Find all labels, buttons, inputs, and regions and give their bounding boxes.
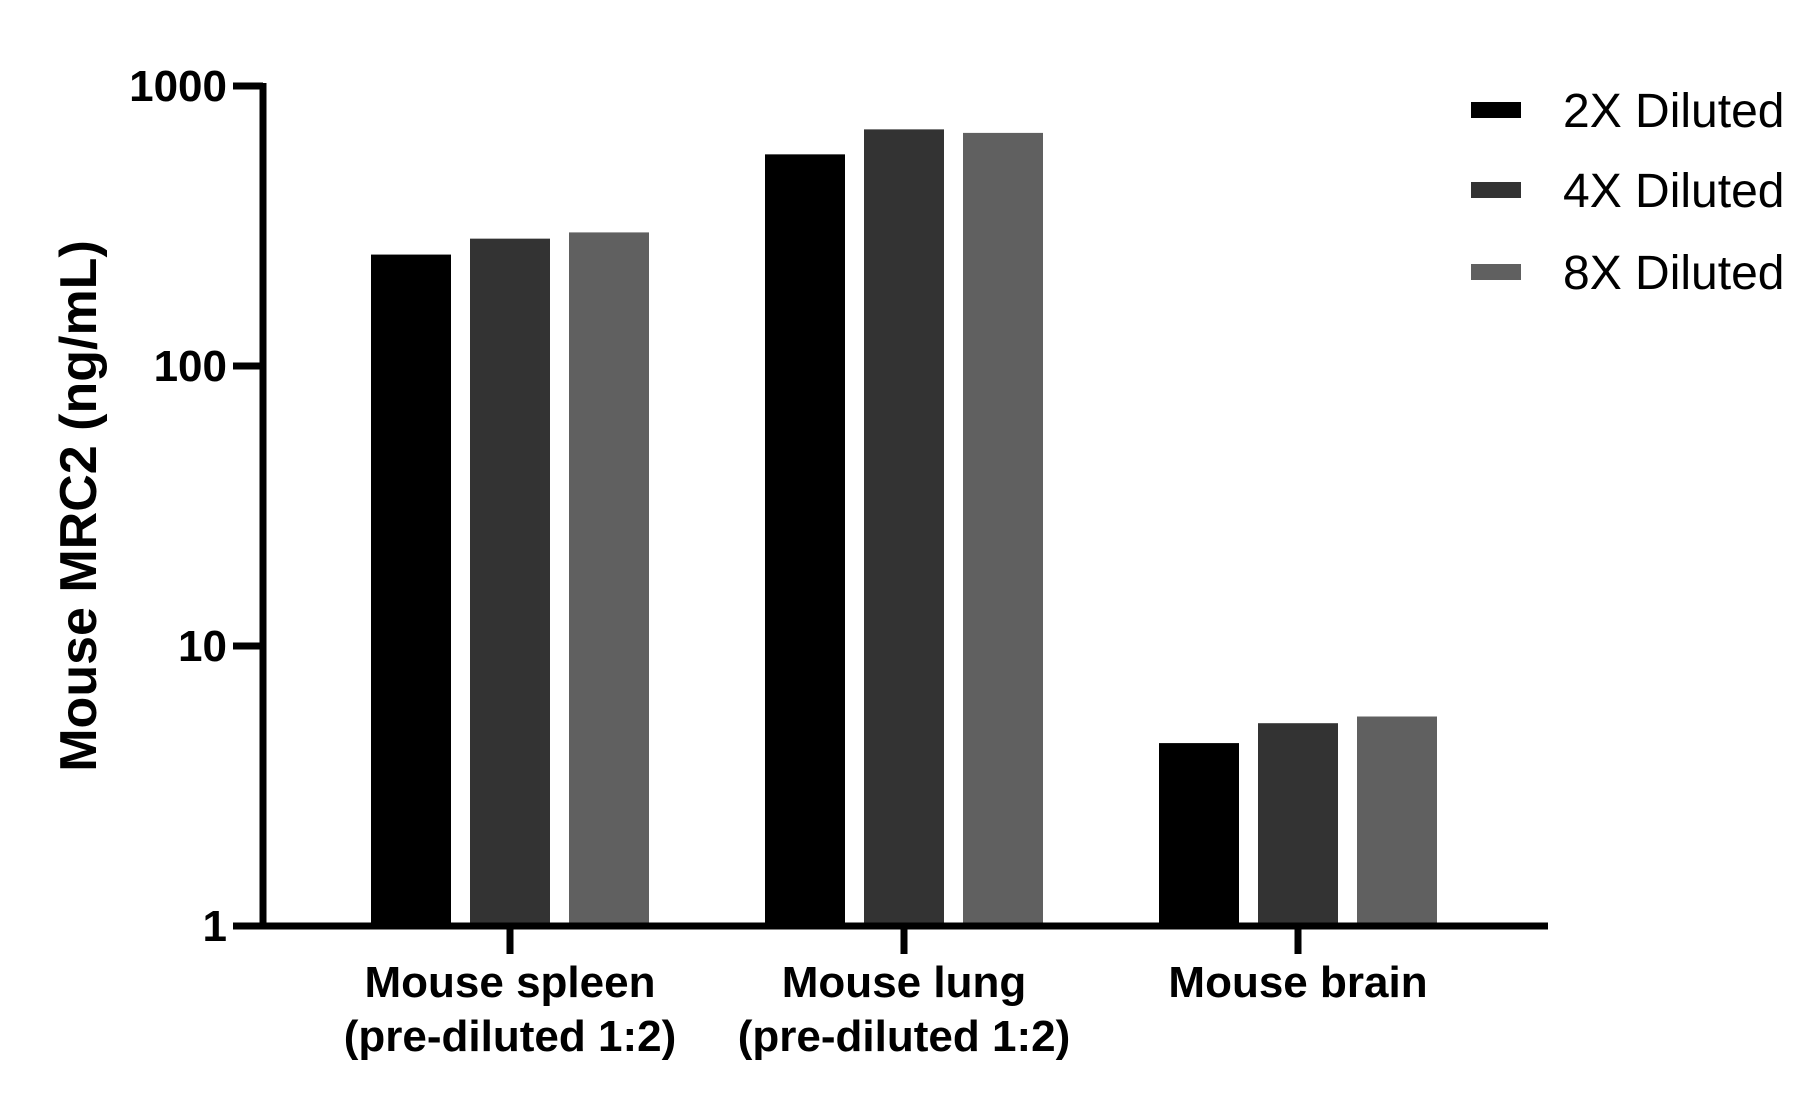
category-label-2: Mouse lung — [782, 958, 1026, 1007]
y-tick-label-100: 100 — [154, 342, 227, 391]
legend-label-1: 2X Diluted — [1563, 85, 1784, 138]
labels-layer: 1 10 100 1000 Mouse spleen (pre-diluted 1:2) M… — [50, 62, 1428, 1061]
bar-2-2 — [864, 129, 944, 926]
category-label-1: Mouse spleen — [365, 958, 656, 1007]
category-sublabel-1: (pre-diluted 1:2) — [344, 1012, 676, 1061]
category-label-3: Mouse brain — [1168, 958, 1427, 1007]
legend-swatch-3 — [1471, 264, 1521, 280]
bars-layer — [371, 129, 1437, 927]
bar-3-3 — [1357, 716, 1437, 926]
bar-1-1 — [371, 254, 451, 927]
bar-2-3 — [1258, 723, 1338, 926]
y-tick-label-1000: 1000 — [129, 62, 227, 111]
y-axis-title: Mouse MRC2 (ng/mL) — [50, 240, 108, 772]
legend: 2X Diluted 4X Diluted 8X Diluted — [1471, 85, 1784, 300]
bar-1-3 — [1159, 743, 1239, 926]
bar-3-2 — [963, 132, 1043, 926]
bar-2-1 — [470, 238, 550, 926]
legend-swatch-2 — [1471, 182, 1521, 198]
bar-1-2 — [765, 154, 845, 926]
y-tick-label-1: 1 — [203, 902, 227, 951]
axes-layer — [233, 82, 1548, 954]
category-sublabel-2: (pre-diluted 1:2) — [738, 1012, 1070, 1061]
legend-swatch-1 — [1471, 102, 1521, 118]
legend-label-2: 4X Diluted — [1563, 165, 1784, 218]
legend-label-3: 8X Diluted — [1563, 247, 1784, 300]
bar-3-1 — [569, 232, 649, 926]
y-tick-label-10: 10 — [178, 622, 227, 671]
